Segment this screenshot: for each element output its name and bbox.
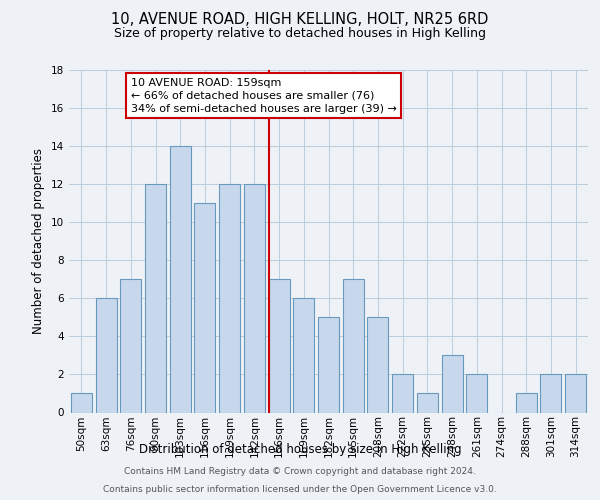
Text: Distribution of detached houses by size in High Kelling: Distribution of detached houses by size … bbox=[139, 442, 461, 456]
Bar bbox=[541, 374, 562, 412]
Bar bbox=[244, 184, 265, 412]
Bar bbox=[293, 298, 314, 412]
Text: 10, AVENUE ROAD, HIGH KELLING, HOLT, NR25 6RD: 10, AVENUE ROAD, HIGH KELLING, HOLT, NR2… bbox=[112, 12, 488, 28]
Bar bbox=[516, 394, 537, 412]
Bar bbox=[120, 280, 141, 412]
Bar bbox=[194, 203, 215, 412]
Bar bbox=[417, 394, 438, 412]
Bar bbox=[565, 374, 586, 412]
Bar bbox=[466, 374, 487, 412]
Bar bbox=[219, 184, 240, 412]
Bar bbox=[95, 298, 116, 412]
Bar bbox=[367, 318, 388, 412]
Y-axis label: Number of detached properties: Number of detached properties bbox=[32, 148, 46, 334]
Text: Contains public sector information licensed under the Open Government Licence v3: Contains public sector information licen… bbox=[103, 485, 497, 494]
Text: Size of property relative to detached houses in High Kelling: Size of property relative to detached ho… bbox=[114, 28, 486, 40]
Bar bbox=[170, 146, 191, 412]
Bar bbox=[442, 356, 463, 412]
Bar bbox=[392, 374, 413, 412]
Text: Contains HM Land Registry data © Crown copyright and database right 2024.: Contains HM Land Registry data © Crown c… bbox=[124, 467, 476, 476]
Bar bbox=[318, 318, 339, 412]
Bar bbox=[343, 280, 364, 412]
Bar bbox=[145, 184, 166, 412]
Text: 10 AVENUE ROAD: 159sqm
← 66% of detached houses are smaller (76)
34% of semi-det: 10 AVENUE ROAD: 159sqm ← 66% of detached… bbox=[131, 78, 397, 114]
Bar bbox=[269, 280, 290, 412]
Bar bbox=[71, 394, 92, 412]
